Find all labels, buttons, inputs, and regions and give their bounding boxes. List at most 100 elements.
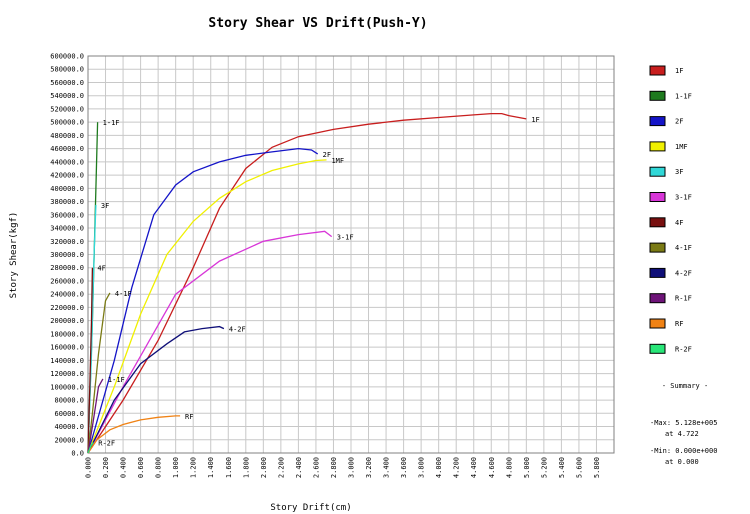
series-end-label: 1-1F <box>108 376 125 384</box>
y-tick-label: 300000.0 <box>50 251 84 259</box>
y-tick-labels: 0.0 20000.0 40000.0 60000.0 80000.0 100000.0 1… <box>50 53 84 458</box>
summary-heading: - Summary - <box>662 382 708 390</box>
legend-label: 4F <box>675 219 683 227</box>
y-tick-label: 460000.0 <box>50 145 84 153</box>
x-tick-label: 3.000 <box>348 457 356 478</box>
y-axis-label: Story Shear(kgf) <box>9 212 19 299</box>
legend-swatch <box>649 343 666 354</box>
y-tick-label: 540000.0 <box>50 92 84 100</box>
y-tick-label: 520000.0 <box>50 105 84 113</box>
y-tick-label: 360000.0 <box>50 211 84 219</box>
series-line-rf <box>87 415 181 454</box>
grid <box>87 55 615 454</box>
plot-frame <box>87 55 615 454</box>
legend-label: 1F <box>675 67 683 75</box>
legend-item: 3-1F <box>649 192 692 202</box>
legend-swatch <box>649 318 666 329</box>
y-tick-label: 500000.0 <box>50 119 84 127</box>
x-tick-label: 1.800 <box>242 457 250 478</box>
x-tick-label: 3.200 <box>365 457 373 478</box>
y-tick-label: 340000.0 <box>50 225 84 233</box>
series-end-label: 4-1F <box>115 290 132 298</box>
x-tick-label: 2.800 <box>330 457 338 478</box>
x-tick-label: 0.200 <box>102 457 110 478</box>
legend-item: 4-2F <box>649 267 692 278</box>
legend-label: 4-2F <box>675 269 692 277</box>
series-line-r-2f <box>87 442 94 454</box>
x-tick-label: 5.600 <box>575 457 583 478</box>
x-tick-label: 3.400 <box>383 457 391 478</box>
x-tick-label: 0.600 <box>137 457 145 478</box>
series-end-label: 1-1F <box>103 119 120 127</box>
summary-max: -Max: 5.128e+005 <box>650 419 717 427</box>
x-tick-labels: 0.000 0.200 0.400 0.600 0.800 1.000 1.200 1.400… <box>85 457 601 478</box>
y-tick-label: 180000.0 <box>50 330 84 338</box>
legend-swatch <box>649 90 666 101</box>
x-tick-label: 0.000 <box>85 457 93 478</box>
legend-label: R-1F <box>675 295 692 303</box>
legend-label: 3F <box>675 168 683 176</box>
series-line-1f <box>87 112 527 454</box>
legend-label: 4-1F <box>675 244 692 252</box>
legend-swatch <box>649 192 666 202</box>
legend-swatch <box>649 242 666 253</box>
chart-title: Story Shear VS Drift(Push-Y) <box>208 16 427 31</box>
series-end-label: 1MF <box>331 157 344 165</box>
y-tick-label: 60000.0 <box>54 410 84 418</box>
x-tick-label: 1.600 <box>225 457 233 478</box>
x-tick-label: 1.000 <box>172 457 180 478</box>
legend-label: 1MF <box>675 143 688 151</box>
legend-swatch <box>649 141 666 152</box>
y-tick-label: 20000.0 <box>54 436 84 444</box>
y-tick-label: 220000.0 <box>50 304 84 312</box>
summary-min-at: at 0.000 <box>665 458 699 466</box>
legend-item: 2F <box>649 116 683 127</box>
y-tick-label: 480000.0 <box>50 132 84 140</box>
y-tick-label: 320000.0 <box>50 238 84 246</box>
series-line-1mf <box>87 159 327 454</box>
x-tick-label: 5.200 <box>540 457 548 478</box>
x-axis-label: Story Drift(cm) <box>270 503 351 513</box>
x-tick-label: 5.800 <box>593 457 601 478</box>
series-line-4-2f <box>87 325 225 454</box>
x-tick-label: 4.800 <box>505 457 513 478</box>
series-end-label: 3-1F <box>337 234 354 242</box>
legend-item: 1-1F <box>649 90 692 101</box>
y-tick-label: 120000.0 <box>50 370 84 378</box>
x-tick-label: 5.000 <box>523 457 531 478</box>
x-tick-label: 1.200 <box>190 457 198 478</box>
y-tick-label: 420000.0 <box>50 172 84 180</box>
series-end-label: 1F <box>531 116 539 124</box>
series-line-r-1f <box>87 378 104 454</box>
y-tick-label: 100000.0 <box>50 383 84 391</box>
x-tick-label: 0.400 <box>120 457 128 478</box>
series-end-label: R-2F <box>98 439 115 447</box>
x-tick-label: 2.600 <box>312 457 320 478</box>
y-tick-label: 380000.0 <box>50 198 84 206</box>
x-tick-label: 2.000 <box>260 457 268 478</box>
x-tick-label: 4.600 <box>488 457 496 478</box>
legend-item: 1F <box>649 65 683 76</box>
legend-item: 4-1F <box>649 242 692 253</box>
legend-label: RF <box>675 320 683 328</box>
legend: 1F 1-1F 2F 1MF 3F 3-1F 4F 4-1F 4-2F R-1F RF R-2F <box>649 65 692 354</box>
y-tick-label: 400000.0 <box>50 185 84 193</box>
y-tick-label: 260000.0 <box>50 277 84 285</box>
x-tick-label: 5.400 <box>558 457 566 478</box>
legend-item: 3F <box>649 166 683 177</box>
legend-swatch <box>649 293 666 304</box>
y-tick-label: 560000.0 <box>50 79 84 87</box>
x-tick-label: 4.000 <box>435 457 443 478</box>
y-tick-label: 160000.0 <box>50 344 84 352</box>
series-lines <box>87 112 527 454</box>
series-line-4f <box>87 267 94 454</box>
y-tick-label: 0.0 <box>71 450 84 458</box>
series-line-2f <box>87 147 319 454</box>
legend-item: R-1F <box>649 293 692 304</box>
y-tick-label: 80000.0 <box>54 397 84 405</box>
legend-swatch <box>649 267 666 278</box>
legend-label: 3-1F <box>675 194 692 202</box>
x-tick-label: 3.800 <box>418 457 426 478</box>
summary-max-at: at 4.722 <box>665 430 699 438</box>
